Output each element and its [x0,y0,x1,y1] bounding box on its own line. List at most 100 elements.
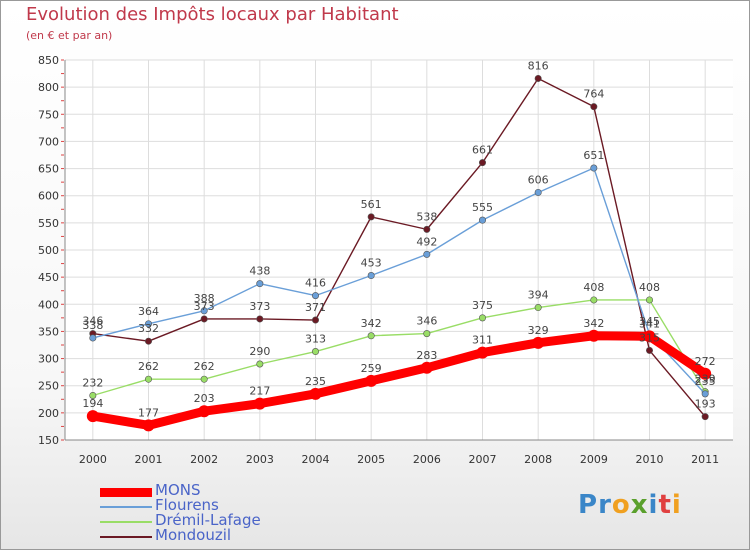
data-label: 661 [472,144,493,157]
x-tick-label: 2006 [413,453,441,466]
data-point [89,391,97,399]
data-label: 371 [305,301,326,314]
data-label: 259 [361,362,382,375]
data-point [256,360,264,368]
data-point [590,296,598,304]
data-label: 203 [194,392,215,405]
data-point [89,334,97,342]
data-point [701,413,709,421]
logo-letter: t [658,490,672,520]
data-point [423,330,431,338]
data-point [200,307,208,315]
legend-label: Drémil-Lafage [155,511,261,529]
y-tick-label: 750 [38,108,59,121]
data-point [476,346,489,359]
legend-item: Flourens [100,496,320,514]
data-label: 313 [305,333,326,346]
y-tick-label: 250 [38,380,59,393]
chart-legend: MONS Flourens Drémil-Lafage Mondouzil [100,481,320,544]
x-tick-label: 2004 [302,453,330,466]
y-tick-label: 700 [38,135,59,148]
y-tick-label: 200 [38,407,59,420]
data-point [86,410,99,423]
legend-label: Mondouzil [155,526,232,544]
data-point [423,225,431,233]
data-point [311,316,319,324]
data-label: 342 [583,317,604,330]
y-tick-label: 150 [38,434,59,447]
data-label: 342 [361,317,382,330]
data-point [145,337,153,345]
data-point [367,213,375,221]
data-label: 217 [249,385,270,398]
data-point [309,387,322,400]
x-tick-label: 2007 [469,453,497,466]
series-line-0 [88,331,710,430]
line-chart: 150 200 250 300 350 400 450 500 550 600 650 700 750 8… [38,54,733,466]
logo-letter: i [648,490,659,520]
data-label: 438 [249,265,270,278]
proxiti-logo: Proxiti [578,490,682,520]
data-point [145,320,153,328]
series-line-1 [92,167,706,395]
data-point [365,374,378,387]
x-tick-label: 2008 [524,453,552,466]
data-label: 315 [639,331,660,344]
logo-letter: o [611,490,631,520]
y-tick-label: 650 [38,163,59,176]
legend-swatch [100,521,152,523]
y-tick-label: 850 [38,54,59,67]
legend-swatch [100,506,152,508]
data-label: 561 [361,198,382,211]
data-point [478,216,486,224]
legend-label: Flourens [155,496,219,514]
data-label: 338 [82,319,103,332]
y-tick-label: 300 [38,353,59,366]
y-tick-label: 350 [38,325,59,338]
data-label: 290 [249,345,270,358]
data-point [699,367,712,380]
data-label: 272 [695,355,716,368]
data-label: 764 [583,88,604,101]
data-label: 492 [416,235,437,248]
data-label: 408 [583,281,604,294]
data-label: 232 [82,376,103,389]
y-tick-label: 500 [38,244,59,257]
data-point [534,188,542,196]
data-label: 388 [194,292,215,305]
data-point [367,272,375,280]
x-tick-label: 2002 [190,453,218,466]
data-point [200,315,208,323]
data-label: 373 [249,300,270,313]
data-label: 555 [472,201,493,214]
data-label: 193 [695,398,716,411]
legend-item: MONS [100,481,320,499]
y-tick-label: 550 [38,217,59,230]
data-point [534,304,542,312]
data-label: 332 [138,322,159,335]
data-point [478,159,486,167]
data-point [311,292,319,300]
data-point [534,74,542,82]
data-point [420,361,433,374]
data-point [200,375,208,383]
data-label: 651 [583,149,604,162]
series-line-3 [92,77,706,418]
data-label: 375 [472,299,493,312]
x-tick-label: 2001 [135,453,163,466]
data-point [643,330,656,343]
data-label: 453 [361,257,382,270]
data-point [478,314,486,322]
data-point [256,315,264,323]
data-point [253,397,266,410]
logo-letter: i [671,490,682,520]
data-point [645,346,653,354]
data-point [311,348,319,356]
data-label: 329 [528,324,549,337]
data-label: 235 [305,375,326,388]
data-point [145,375,153,383]
data-label: 239 [695,373,716,386]
data-label: 235 [695,375,716,388]
data-point [142,419,155,432]
x-tick-label: 2003 [246,453,274,466]
